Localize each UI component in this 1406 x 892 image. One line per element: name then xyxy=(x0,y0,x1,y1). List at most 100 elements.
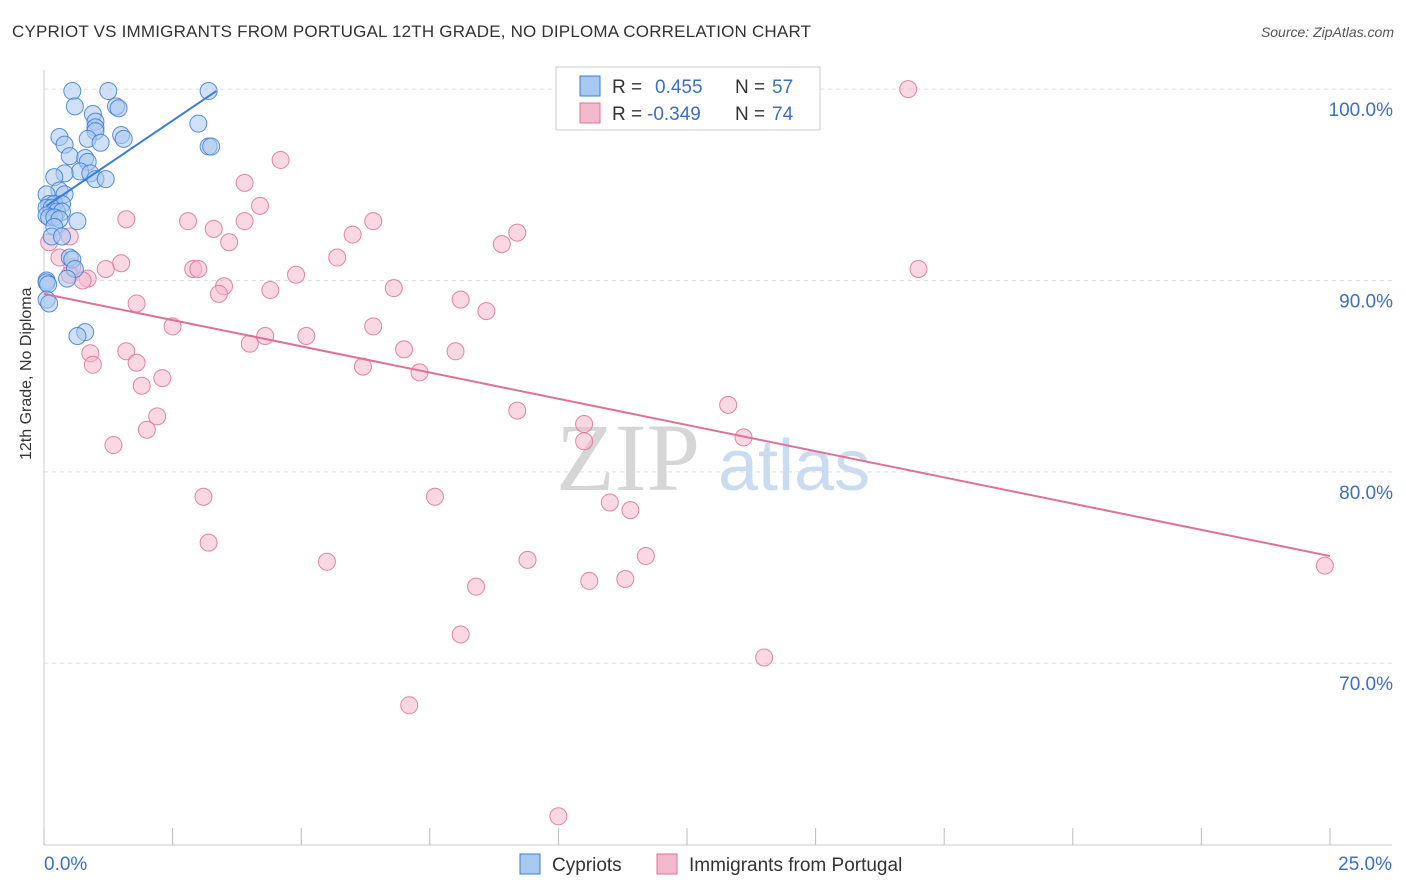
point-portugal xyxy=(343,225,362,244)
point-portugal xyxy=(616,570,635,589)
point-cypriots xyxy=(68,212,87,231)
point-portugal xyxy=(163,317,182,336)
point-cypriots xyxy=(202,137,221,156)
legend-r-value: 0.455 xyxy=(655,77,703,98)
point-portugal xyxy=(209,284,228,303)
point-portugal xyxy=(518,550,537,569)
point-portugal xyxy=(621,501,640,520)
point-portugal xyxy=(83,355,102,374)
point-portugal xyxy=(251,196,270,215)
point-portugal xyxy=(719,395,738,414)
legend-r-label: R = xyxy=(612,104,642,125)
point-cypriots xyxy=(96,170,115,189)
y-tick-label: 70.0% xyxy=(1339,674,1393,695)
legend-n-label: N = xyxy=(735,104,765,125)
legend-bottom-label-portugal: Immigrants from Portugal xyxy=(689,855,902,876)
point-portugal xyxy=(580,571,599,590)
point-portugal xyxy=(179,212,198,231)
point-portugal xyxy=(492,235,511,254)
point-portugal xyxy=(287,265,306,284)
point-portugal xyxy=(446,342,465,361)
point-cypriots xyxy=(39,275,58,294)
point-portugal xyxy=(328,248,347,267)
point-portugal xyxy=(104,436,123,455)
trendline-cypriots xyxy=(46,90,217,207)
point-portugal xyxy=(256,326,275,345)
legend-n-value: 57 xyxy=(772,77,793,98)
point-cypriots xyxy=(60,147,79,166)
point-portugal xyxy=(271,150,290,169)
legend-n-label: N = xyxy=(735,77,765,98)
point-portugal xyxy=(909,260,928,279)
point-portugal xyxy=(189,260,208,279)
point-portugal xyxy=(899,80,918,99)
point-portugal xyxy=(477,302,496,321)
point-cypriots xyxy=(63,82,82,101)
point-cypriots xyxy=(91,133,110,152)
trendline-portugal xyxy=(43,292,1331,558)
point-portugal xyxy=(261,281,280,300)
legend-swatch-portugal xyxy=(579,102,601,124)
trend-layer xyxy=(43,90,1331,558)
point-portugal xyxy=(132,376,151,395)
legend-r-value: -0.349 xyxy=(647,104,701,125)
point-portugal xyxy=(549,807,568,826)
point-portugal xyxy=(1315,556,1334,575)
point-portugal xyxy=(199,533,218,552)
point-portugal xyxy=(755,648,774,667)
source-label: Source: ZipAtlas.com xyxy=(1260,24,1394,40)
y-tick-label: 90.0% xyxy=(1339,291,1393,312)
point-portugal xyxy=(148,407,167,426)
point-portugal xyxy=(127,294,146,313)
chart-title: CYPRIOT VS IMMIGRANTS FROM PORTUGAL 12TH… xyxy=(12,22,812,41)
point-cypriots xyxy=(40,294,59,313)
point-portugal xyxy=(364,317,383,336)
point-portugal xyxy=(508,223,527,242)
point-portugal xyxy=(425,487,444,506)
point-cypriots xyxy=(189,114,208,133)
point-portugal xyxy=(137,420,156,439)
point-portugal xyxy=(117,210,136,229)
legend-n-value: 74 xyxy=(772,104,794,125)
point-portugal xyxy=(400,696,419,715)
point-cypriots xyxy=(65,97,84,116)
point-portugal xyxy=(297,326,316,345)
point-portugal xyxy=(235,212,254,231)
point-portugal xyxy=(575,432,594,451)
watermark: ZIP atlas xyxy=(556,404,870,511)
points-layer xyxy=(37,80,1334,826)
point-portugal xyxy=(112,254,131,273)
point-cypriots xyxy=(114,129,133,148)
y-tick-label: 80.0% xyxy=(1339,483,1393,504)
point-portugal xyxy=(395,340,414,359)
point-portugal xyxy=(451,290,470,309)
point-portugal xyxy=(636,547,655,566)
point-portugal xyxy=(451,625,470,644)
x-tick-label-max: 25.0% xyxy=(1338,854,1392,875)
point-cypriots xyxy=(109,99,128,118)
legend-bottom-swatch-portugal xyxy=(656,853,678,875)
point-portugal xyxy=(364,212,383,231)
legend-bottom-swatch-cypriots xyxy=(519,853,541,875)
point-portugal xyxy=(467,577,486,596)
point-portugal xyxy=(127,353,146,372)
legend-bottom: Cypriots Immigrants from Portugal xyxy=(519,853,902,876)
point-cypriots xyxy=(68,326,87,345)
point-portugal xyxy=(575,415,594,434)
legend-top: R = 0.455 N = 57 R = -0.349 N = 74 xyxy=(555,66,821,131)
point-cypriots xyxy=(99,82,118,101)
point-portugal xyxy=(317,552,336,571)
point-portugal xyxy=(384,279,403,298)
point-portugal xyxy=(194,487,213,506)
x-tick-label-min: 0.0% xyxy=(44,854,87,875)
point-portugal xyxy=(96,260,115,279)
point-portugal xyxy=(117,342,136,361)
y-tick-label: 100.0% xyxy=(1329,100,1394,121)
point-cypriots xyxy=(199,82,218,101)
point-cypriots xyxy=(58,269,77,288)
point-portugal xyxy=(153,369,172,388)
point-cypriots xyxy=(53,227,72,246)
legend-swatch-cypriots xyxy=(579,75,601,97)
point-portugal xyxy=(235,173,254,192)
